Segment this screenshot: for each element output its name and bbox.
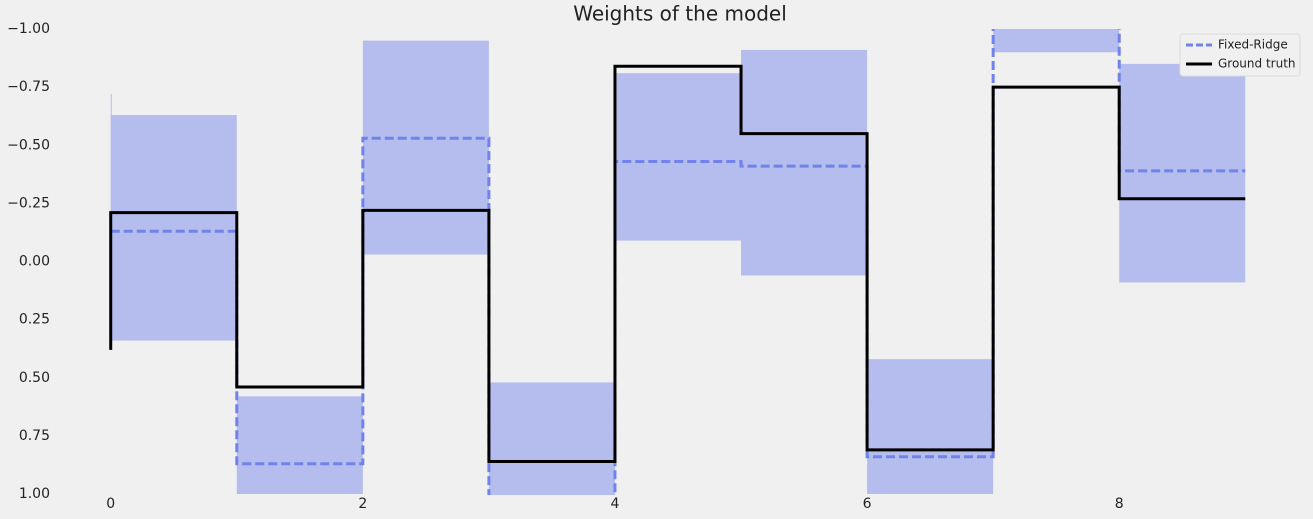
x-tick-label: 0 (106, 496, 115, 512)
band (236, 396, 363, 494)
legend-label: Fixed-Ridge (1218, 38, 1288, 52)
band (993, 29, 1120, 53)
legend: Fixed-Ridge Ground truth (1179, 33, 1301, 77)
step-line (109, 64, 1246, 463)
x-tick-label: 8 (1115, 496, 1124, 512)
plot-area (109, 29, 1246, 495)
axes: −1.00 −0.75 −0.50 −0.25 0.00 0.25 0.50 0.75 1.00… (7, 21, 1124, 512)
y-tick-label: 0.50 (19, 370, 50, 386)
chart-title: Weights of the model (573, 2, 787, 26)
y-tick-label: 0.25 (19, 312, 50, 328)
band (867, 359, 994, 494)
legend-label: Ground truth (1218, 57, 1296, 71)
x-tick-label: 6 (863, 496, 872, 512)
y-tick-label: 0.00 (19, 254, 50, 270)
y-tick-label: −0.50 (7, 137, 50, 153)
band (741, 49, 868, 276)
y-tick-label: −0.75 (7, 79, 50, 95)
x-tick-label: 2 (358, 496, 367, 512)
band (488, 382, 615, 495)
step-line (110, 29, 1246, 495)
y-tick-label: −1.00 (7, 21, 50, 37)
y-tick-label: 0.75 (19, 428, 50, 444)
band (110, 115, 237, 341)
band (614, 73, 742, 241)
band (1119, 63, 1246, 283)
band (362, 40, 489, 255)
x-tick-label: 4 (611, 496, 620, 512)
y-tick-label: −0.25 (7, 195, 50, 211)
y-tick-label: 1.00 (19, 486, 50, 502)
